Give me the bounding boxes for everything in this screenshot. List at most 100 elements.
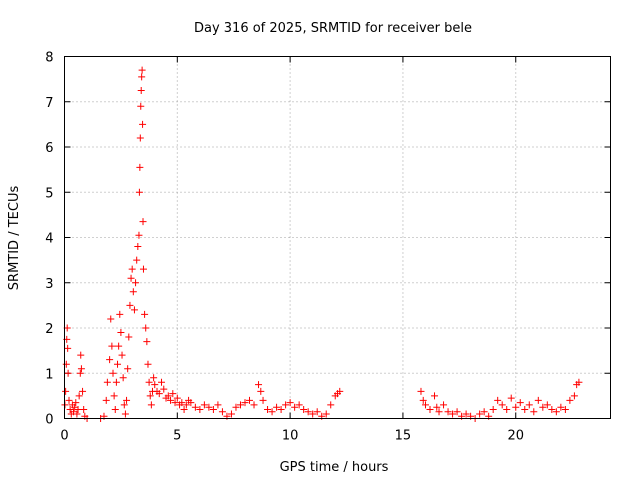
y-tick-label: 5 — [45, 186, 53, 201]
x-tick-label: 5 — [173, 429, 181, 444]
x-axis-title: GPS time / hours — [280, 460, 389, 475]
data-point — [282, 401, 290, 409]
data-point — [187, 399, 195, 407]
data-point — [200, 401, 208, 409]
data-point — [145, 378, 153, 386]
data-point — [114, 360, 122, 368]
data-point — [426, 405, 434, 413]
data-point — [151, 381, 159, 389]
data-point — [112, 378, 120, 386]
data-point — [209, 405, 217, 413]
data-point — [121, 410, 129, 418]
data-point — [476, 410, 484, 418]
data-point — [62, 360, 70, 368]
data-point — [64, 369, 72, 377]
y-tick-label: 0 — [45, 413, 53, 428]
x-tick-label: 15 — [395, 429, 412, 444]
data-point — [489, 405, 497, 413]
data-point — [136, 163, 144, 171]
data-point — [516, 399, 524, 407]
data-point — [232, 403, 240, 411]
data-point — [142, 324, 150, 332]
data-point — [539, 403, 547, 411]
data-point — [241, 399, 249, 407]
data-point — [106, 356, 114, 364]
data-point — [126, 301, 134, 309]
data-point — [561, 405, 569, 413]
data-point — [257, 387, 265, 395]
data-point — [160, 385, 168, 393]
x-tick-label: 20 — [507, 429, 524, 444]
data-point — [178, 399, 186, 407]
data-point — [173, 394, 181, 402]
data-point — [300, 405, 308, 413]
data-point — [480, 408, 488, 416]
data-point — [440, 401, 448, 409]
data-point — [575, 378, 583, 386]
data-point — [167, 396, 175, 404]
data-point — [109, 369, 117, 377]
data-point — [115, 342, 123, 350]
data-point — [146, 392, 154, 400]
x-tick-label: 10 — [282, 429, 299, 444]
data-point — [182, 401, 190, 409]
data-point — [132, 279, 140, 287]
data-point — [196, 405, 204, 413]
data-point — [75, 392, 83, 400]
data-point — [76, 369, 84, 377]
data-point — [62, 387, 70, 395]
data-point — [507, 394, 515, 402]
data-point — [570, 392, 578, 400]
data-point — [129, 288, 137, 296]
data-point — [552, 408, 560, 416]
y-tick-label: 1 — [45, 367, 53, 382]
y-tick-label: 6 — [45, 141, 53, 156]
data-point — [304, 408, 312, 416]
data-point — [79, 387, 87, 395]
data-point — [119, 374, 127, 382]
data-point — [143, 338, 151, 346]
data-point — [80, 405, 88, 413]
data-point — [322, 410, 330, 418]
data-point — [264, 405, 272, 413]
data-point — [130, 306, 138, 314]
data-point — [548, 405, 556, 413]
data-point — [503, 405, 511, 413]
data-point — [136, 134, 144, 142]
data-point — [169, 390, 177, 398]
data-point — [435, 408, 443, 416]
data-point — [336, 387, 344, 395]
y-tick-label: 7 — [45, 96, 53, 111]
data-point — [218, 408, 226, 416]
data-point — [164, 392, 172, 400]
data-point — [77, 351, 85, 359]
data-point — [236, 401, 244, 409]
data-point — [127, 274, 135, 282]
data-point — [171, 399, 179, 407]
data-point — [205, 403, 213, 411]
data-point — [116, 310, 124, 318]
data-point — [139, 265, 147, 273]
data-point — [494, 396, 502, 404]
data-point — [512, 403, 520, 411]
data-point — [155, 390, 163, 398]
data-point — [566, 396, 574, 404]
grid — [64, 56, 611, 419]
y-tick-label: 3 — [45, 277, 53, 292]
data-point — [123, 396, 131, 404]
data-point — [77, 365, 85, 373]
data-point — [462, 410, 470, 418]
data-point — [521, 405, 529, 413]
data-point — [433, 403, 441, 411]
data-point — [73, 410, 81, 418]
data-point — [250, 401, 258, 409]
data-point — [255, 381, 263, 389]
data-point — [102, 396, 110, 404]
data-point — [291, 403, 299, 411]
data-point — [449, 410, 457, 418]
data-point — [268, 408, 276, 416]
data-point — [273, 403, 281, 411]
data-point — [137, 86, 145, 94]
data-point — [417, 387, 425, 395]
